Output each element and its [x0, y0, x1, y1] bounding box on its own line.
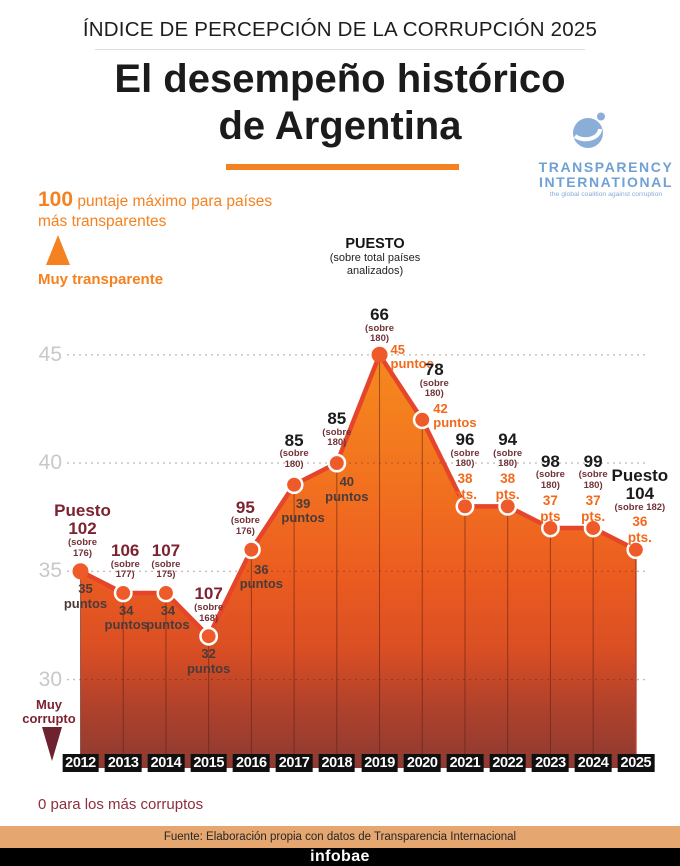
- puesto-legend: PUESTO (sobre total países analizados): [295, 236, 455, 278]
- points-label-2018: 40 puntos: [325, 474, 369, 504]
- data-point-2023: [540, 518, 560, 538]
- data-point-2019: [371, 346, 388, 363]
- points-label-2013: 34 puntos: [104, 602, 148, 633]
- ti-logo-tagline: the global coalition against corruption: [549, 191, 663, 198]
- rank-label-2012: Puesto 102 (sobre 176): [54, 501, 111, 559]
- year-badge-2024: 2024: [574, 754, 612, 772]
- data-point-2013: [113, 583, 133, 603]
- rank-label-2013: 106 (sobre 177): [110, 540, 140, 581]
- points-label-2012: 35 puntos: [63, 581, 108, 611]
- muy-transparente-label: Muy transparente: [38, 271, 164, 288]
- points-label-2016: 36 puntos: [239, 561, 284, 592]
- y-axis-label-30: 30: [38, 667, 62, 691]
- rank-label-2018: 85 (sobre 180): [322, 408, 352, 449]
- data-point-2014: [156, 583, 176, 603]
- rank-label-2016: 95 (sobre 176): [230, 497, 260, 538]
- ti-logo-line2: INTERNATIONAL: [538, 174, 674, 190]
- rank-label-2017: 85 (sobre 180): [279, 430, 309, 471]
- year-badge-2017: 2017: [275, 754, 313, 772]
- transparency-international-logo-icon: [573, 112, 605, 148]
- ti-logo-line1: TRANSPARENCY: [538, 159, 674, 175]
- max-score-text-line2: más transparentes: [38, 213, 167, 230]
- year-badge-2016: 2016: [233, 754, 270, 772]
- year-badge-2021: 2021: [446, 754, 484, 772]
- y-axis-label-45: 45: [38, 342, 62, 366]
- year-badge-2018: 2018: [318, 754, 356, 772]
- title-underline: [226, 164, 459, 170]
- page-title-line2: de Argentina: [218, 104, 462, 148]
- page-title: El desempeño histórico de Argentina: [0, 56, 680, 150]
- year-badge-2014: 2014: [147, 754, 185, 772]
- rank-label-2023: 98 (sobre 180) 37 pts: [535, 451, 565, 524]
- year-badge-2012: 2012: [62, 754, 99, 772]
- page-title-line1: El desempeño histórico: [114, 57, 566, 101]
- puesto-legend-sub1: (sobre total países: [329, 252, 421, 264]
- data-point-2018: [327, 453, 347, 473]
- max-score-text-line1: puntaje máximo para países: [77, 193, 273, 210]
- max-score-note: 100 puntaje máximo para países más trans…: [38, 188, 338, 232]
- year-badge-2013: 2013: [104, 754, 142, 772]
- rank-label-2022: 94 (sobre 180) 38 pts.: [493, 429, 523, 503]
- kicker-divider: [95, 49, 585, 50]
- year-badge-2023: 2023: [532, 754, 569, 772]
- transparent-arrow-icon: [46, 235, 70, 265]
- area-fill: [80, 354, 636, 768]
- points-label-2020: 42 puntos: [433, 400, 477, 431]
- rank-label-2020: 78 (sobre 180): [419, 359, 449, 400]
- kicker: ÍNDICE DE PERCEPCIÓN DE LA CORRUPCIÓN 20…: [82, 18, 598, 41]
- year-badge-2020: 2020: [403, 754, 441, 772]
- points-label-2017: 39 puntos: [281, 495, 325, 526]
- brand-logo: infobae: [0, 848, 680, 866]
- data-point-2022: [498, 496, 518, 516]
- data-point-2015: [199, 626, 219, 646]
- points-label-2015: 32 puntos: [186, 646, 231, 676]
- year-badge-2025: 2025: [617, 754, 655, 772]
- data-point-2016: [241, 540, 261, 560]
- data-point-2025: [626, 540, 646, 560]
- data-point-2021: [455, 496, 475, 516]
- year-badge-2015: 2015: [190, 754, 227, 772]
- rank-label-2024: 99 (sobre 180) 37 pts.: [578, 451, 608, 524]
- rank-label-2014: 107 (sobre 175): [151, 540, 181, 581]
- puesto-legend-sub2: analizados): [346, 265, 404, 277]
- max-score-value: 100: [38, 188, 74, 211]
- rank-label-2019: 66 (sobre 180): [365, 304, 395, 345]
- min-score-note: 0 para los más corruptos: [38, 796, 204, 813]
- source-bar: Fuente: Elaboración propia con datos de …: [0, 826, 680, 848]
- muy-corrupto-label: Muy corrupto: [22, 697, 76, 726]
- rank-label-2015: 107 (sobre 168): [194, 584, 224, 624]
- rank-label-2021: 96 (sobre 180) 38 pts.: [450, 429, 480, 503]
- data-point-2017: [284, 475, 304, 495]
- points-label-2014: 34 puntos: [146, 602, 190, 633]
- data-point-2020: [412, 410, 432, 430]
- data-point-2012: [72, 563, 89, 580]
- corrupt-arrow-icon: [42, 727, 62, 761]
- data-point-2024: [583, 518, 603, 538]
- rank-label-2025: Puesto 104 (sobre 182) 36 pts.: [611, 466, 669, 546]
- puesto-legend-title: PUESTO: [345, 236, 405, 252]
- year-badge-2022: 2022: [489, 754, 527, 772]
- points-label-2019: 45 puntos: [390, 341, 434, 372]
- y-axis-label-40: 40: [38, 451, 62, 475]
- year-badge-2019: 2019: [361, 754, 398, 772]
- y-axis-label-35: 35: [38, 559, 62, 583]
